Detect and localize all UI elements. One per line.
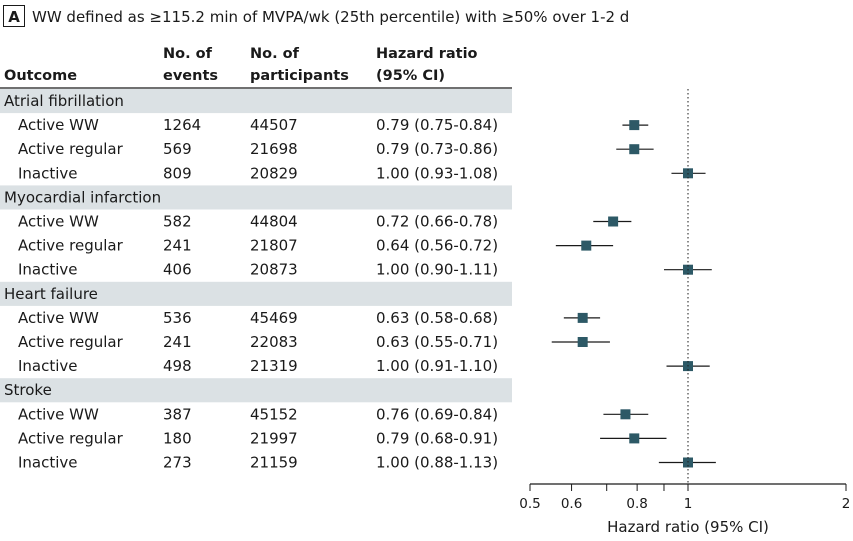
x-tick-label: 1 bbox=[684, 496, 693, 512]
row-events: 536 bbox=[163, 309, 192, 327]
hr-marker bbox=[629, 144, 640, 155]
table-header: Outcome No. of events No. of participant… bbox=[0, 46, 512, 89]
row-hazard-ratio: 0.76 (0.69-0.84) bbox=[376, 405, 498, 423]
header-hr-line1: Hazard ratio bbox=[376, 46, 478, 62]
row-events: 809 bbox=[163, 164, 192, 182]
panel-letter-box bbox=[3, 5, 25, 27]
header-hr-line2: (95% CI) bbox=[376, 68, 445, 84]
row-events: 406 bbox=[163, 261, 192, 279]
row-events: 498 bbox=[163, 357, 192, 375]
group-label: Myocardial infarction bbox=[4, 188, 161, 206]
row-participants: 45469 bbox=[250, 309, 298, 327]
hr-marker bbox=[577, 337, 588, 347]
panel-header: A WW defined as ≥115.2 min of MVPA/wk (2… bbox=[3, 5, 629, 27]
group-band-3 bbox=[0, 378, 512, 403]
row-participants: 44804 bbox=[250, 213, 298, 231]
row-hazard-ratio: 1.00 (0.93-1.08) bbox=[376, 164, 498, 182]
row-hazard-ratio: 0.79 (0.73-0.86) bbox=[376, 140, 498, 158]
row-label: Inactive bbox=[18, 261, 78, 279]
row-participants: 21807 bbox=[250, 237, 298, 255]
row-participants: 21997 bbox=[250, 429, 298, 447]
row-label: Inactive bbox=[18, 454, 78, 472]
row-participants: 44507 bbox=[250, 116, 298, 134]
table-body: Atrial fibrillation Active WW 1264 44507 0.7… bbox=[4, 92, 498, 472]
header-events-line2: events bbox=[163, 68, 218, 84]
row-hazard-ratio: 1.00 (0.88-1.13) bbox=[376, 454, 498, 472]
row-label: Inactive bbox=[18, 357, 78, 375]
row-label: Active WW bbox=[18, 309, 99, 327]
hr-marker bbox=[581, 240, 592, 251]
row-participants: 45152 bbox=[250, 405, 298, 423]
group-label: Atrial fibrillation bbox=[4, 92, 124, 110]
row-hazard-ratio: 0.79 (0.75-0.84) bbox=[376, 116, 498, 134]
row-events: 569 bbox=[163, 140, 192, 158]
hr-marker bbox=[620, 409, 631, 420]
hr-marker bbox=[608, 216, 619, 227]
row-label: Active regular bbox=[18, 333, 124, 351]
row-participants: 21159 bbox=[250, 454, 298, 472]
header-participants-line2: participants bbox=[250, 68, 349, 84]
panel-title: WW defined as ≥115.2 min of MVPA/wk (25t… bbox=[32, 8, 629, 26]
hr-marker bbox=[629, 120, 640, 131]
row-label: Active WW bbox=[18, 213, 99, 231]
row-events: 180 bbox=[163, 429, 192, 447]
row-label: Active WW bbox=[18, 116, 99, 134]
plot-area bbox=[551, 89, 716, 484]
row-label: Active regular bbox=[18, 237, 124, 255]
row-events: 387 bbox=[163, 405, 192, 423]
row-events: 582 bbox=[163, 213, 192, 231]
hr-marker bbox=[577, 312, 588, 323]
row-participants: 21698 bbox=[250, 140, 298, 158]
group-bands bbox=[0, 89, 512, 403]
x-tick-label: 2 bbox=[842, 496, 851, 512]
row-label: Active regular bbox=[18, 429, 124, 447]
row-events: 241 bbox=[163, 237, 192, 255]
row-events: 1264 bbox=[163, 116, 201, 134]
panel-letter: A bbox=[8, 8, 20, 26]
header-events-line1: No. of bbox=[163, 46, 213, 62]
header-outcome: Outcome bbox=[4, 68, 77, 84]
row-events: 241 bbox=[163, 333, 192, 351]
row-hazard-ratio: 1.00 (0.90-1.11) bbox=[376, 261, 498, 279]
x-tick-label: 0.6 bbox=[561, 496, 582, 512]
row-hazard-ratio: 0.64 (0.56-0.72) bbox=[376, 237, 498, 255]
x-axis-label: Hazard ratio (95% CI) bbox=[607, 518, 769, 536]
row-participants: 21319 bbox=[250, 357, 298, 375]
x-tick-label: 0.8 bbox=[626, 496, 647, 512]
x-axis: Hazard ratio (95% CI) 0.5 0.6 0.8 1 2 bbox=[519, 483, 851, 536]
row-hazard-ratio: 0.63 (0.55-0.71) bbox=[376, 333, 498, 351]
hr-marker bbox=[629, 433, 640, 444]
group-label: Stroke bbox=[4, 381, 52, 399]
x-tick-label: 0.5 bbox=[519, 496, 540, 512]
group-band-0 bbox=[0, 89, 512, 114]
row-participants: 22083 bbox=[250, 333, 298, 351]
row-participants: 20873 bbox=[250, 261, 298, 279]
row-hazard-ratio: 0.79 (0.68-0.91) bbox=[376, 429, 498, 447]
row-label: Active WW bbox=[18, 405, 99, 423]
group-label: Heart failure bbox=[4, 285, 98, 303]
row-hazard-ratio: 0.72 (0.66-0.78) bbox=[376, 213, 498, 231]
row-hazard-ratio: 1.00 (0.91-1.10) bbox=[376, 357, 498, 375]
row-label: Inactive bbox=[18, 164, 78, 182]
row-events: 273 bbox=[163, 454, 192, 472]
row-label: Active regular bbox=[18, 140, 124, 158]
group-band-2 bbox=[0, 281, 512, 306]
row-participants: 20829 bbox=[250, 164, 298, 182]
group-band-1 bbox=[0, 185, 512, 210]
row-hazard-ratio: 0.63 (0.58-0.68) bbox=[376, 309, 498, 327]
header-participants-line1: No. of bbox=[250, 46, 300, 62]
